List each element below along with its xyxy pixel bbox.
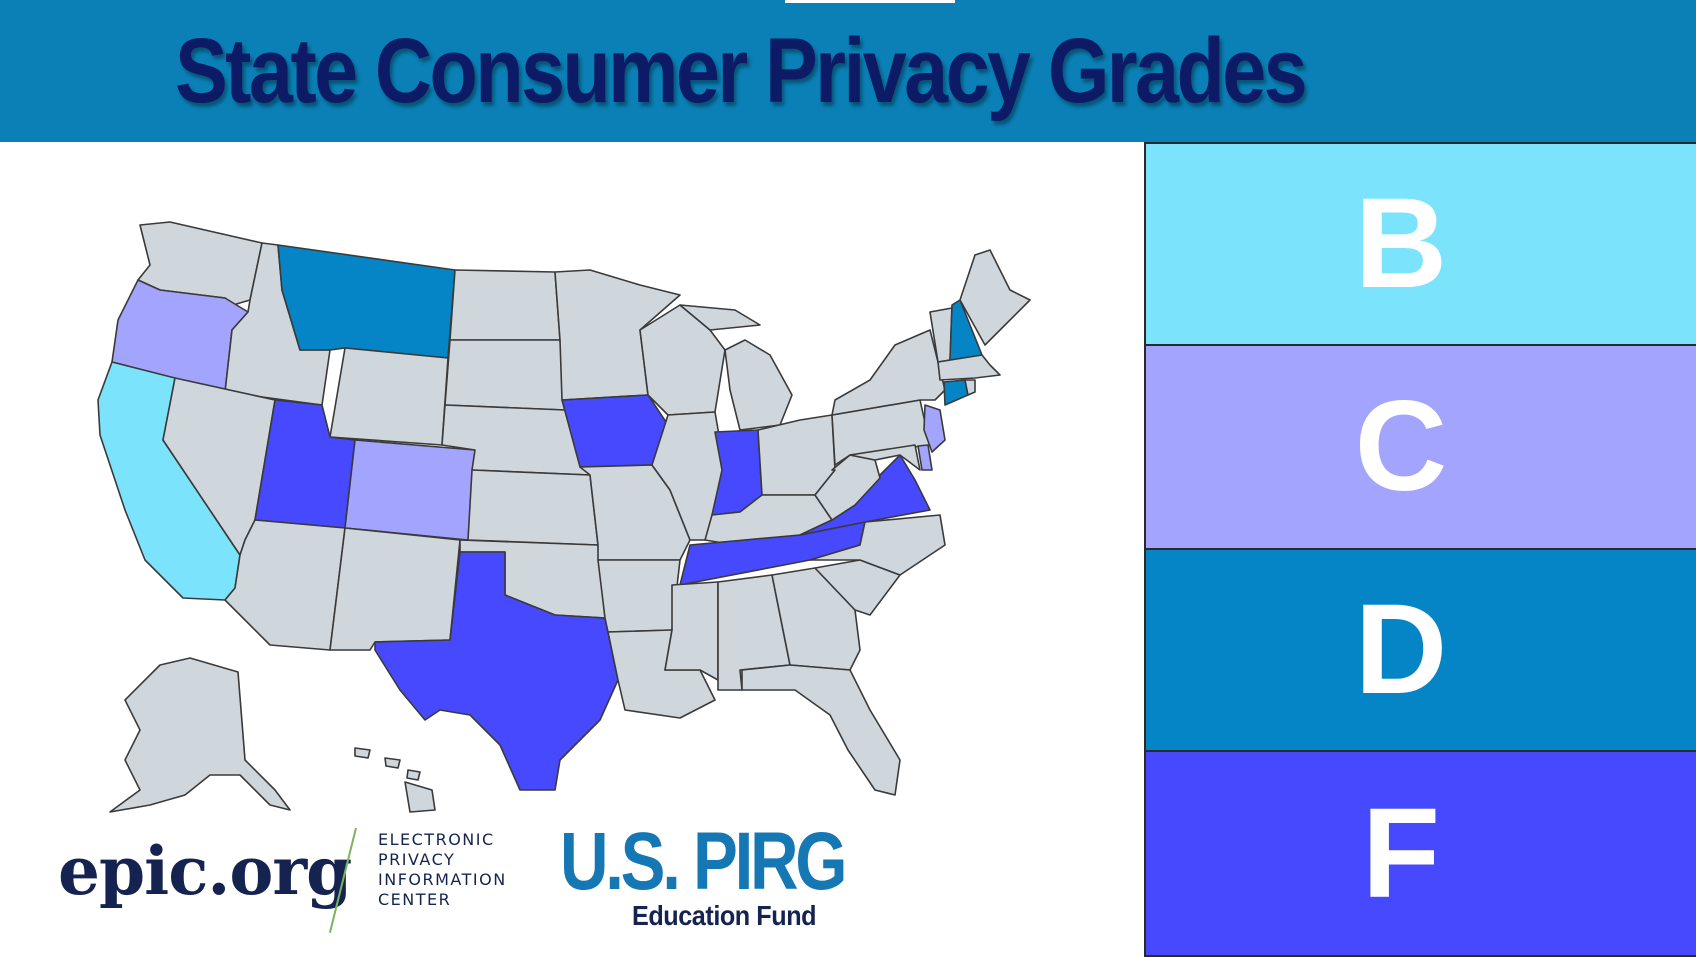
grade-legend: B C D F: [1144, 142, 1696, 957]
epic-line: PRIVACY: [378, 850, 507, 870]
us-map: [0, 142, 1060, 827]
state-montana: [278, 245, 455, 358]
pirg-subtitle: Education Fund: [632, 900, 816, 932]
grade-d-swatch: D: [1144, 548, 1696, 752]
epic-line: INFORMATION: [378, 870, 507, 890]
grade-f-label: F: [1362, 790, 1440, 918]
epic-logo[interactable]: epic.org: [58, 832, 351, 910]
state-ohio: [758, 415, 835, 495]
state-connecticut: [944, 380, 968, 405]
grade-c-swatch: C: [1144, 344, 1696, 550]
title-banner: State Consumer Privacy Grades: [0, 0, 1696, 142]
state-kansas: [468, 470, 598, 545]
grade-b-swatch: B: [1144, 142, 1696, 346]
state-delaware: [918, 445, 932, 470]
grade-d-label: D: [1355, 586, 1447, 714]
state-new-york: [832, 330, 945, 415]
state-wyoming: [330, 348, 448, 445]
state-new-mexico: [330, 528, 460, 650]
state-iowa: [562, 395, 668, 467]
banner-notch: [785, 0, 955, 3]
state-mississippi: [665, 582, 718, 680]
page-title: State Consumer Privacy Grades: [104, 21, 1377, 121]
state-alaska: [110, 658, 290, 812]
grade-b-label: B: [1355, 180, 1447, 308]
grade-c-label: C: [1355, 383, 1447, 511]
state-north-dakota: [450, 270, 560, 340]
pirg-logo[interactable]: U.S. PIRG: [560, 822, 844, 902]
state-hawaii: [355, 748, 435, 812]
epic-subtitle: ELECTRONIC PRIVACY INFORMATION CENTER: [378, 830, 507, 910]
state-colorado: [345, 440, 475, 540]
grade-f-swatch: F: [1144, 750, 1696, 957]
state-arkansas: [598, 560, 680, 632]
state-south-dakota: [445, 340, 565, 410]
epic-line: ELECTRONIC: [378, 830, 507, 850]
logo-bar: epic.org ELECTRONIC PRIVACY INFORMATION …: [0, 820, 1100, 957]
epic-line: CENTER: [378, 890, 507, 910]
state-florida: [742, 665, 900, 795]
state-shapes: [98, 222, 1030, 812]
